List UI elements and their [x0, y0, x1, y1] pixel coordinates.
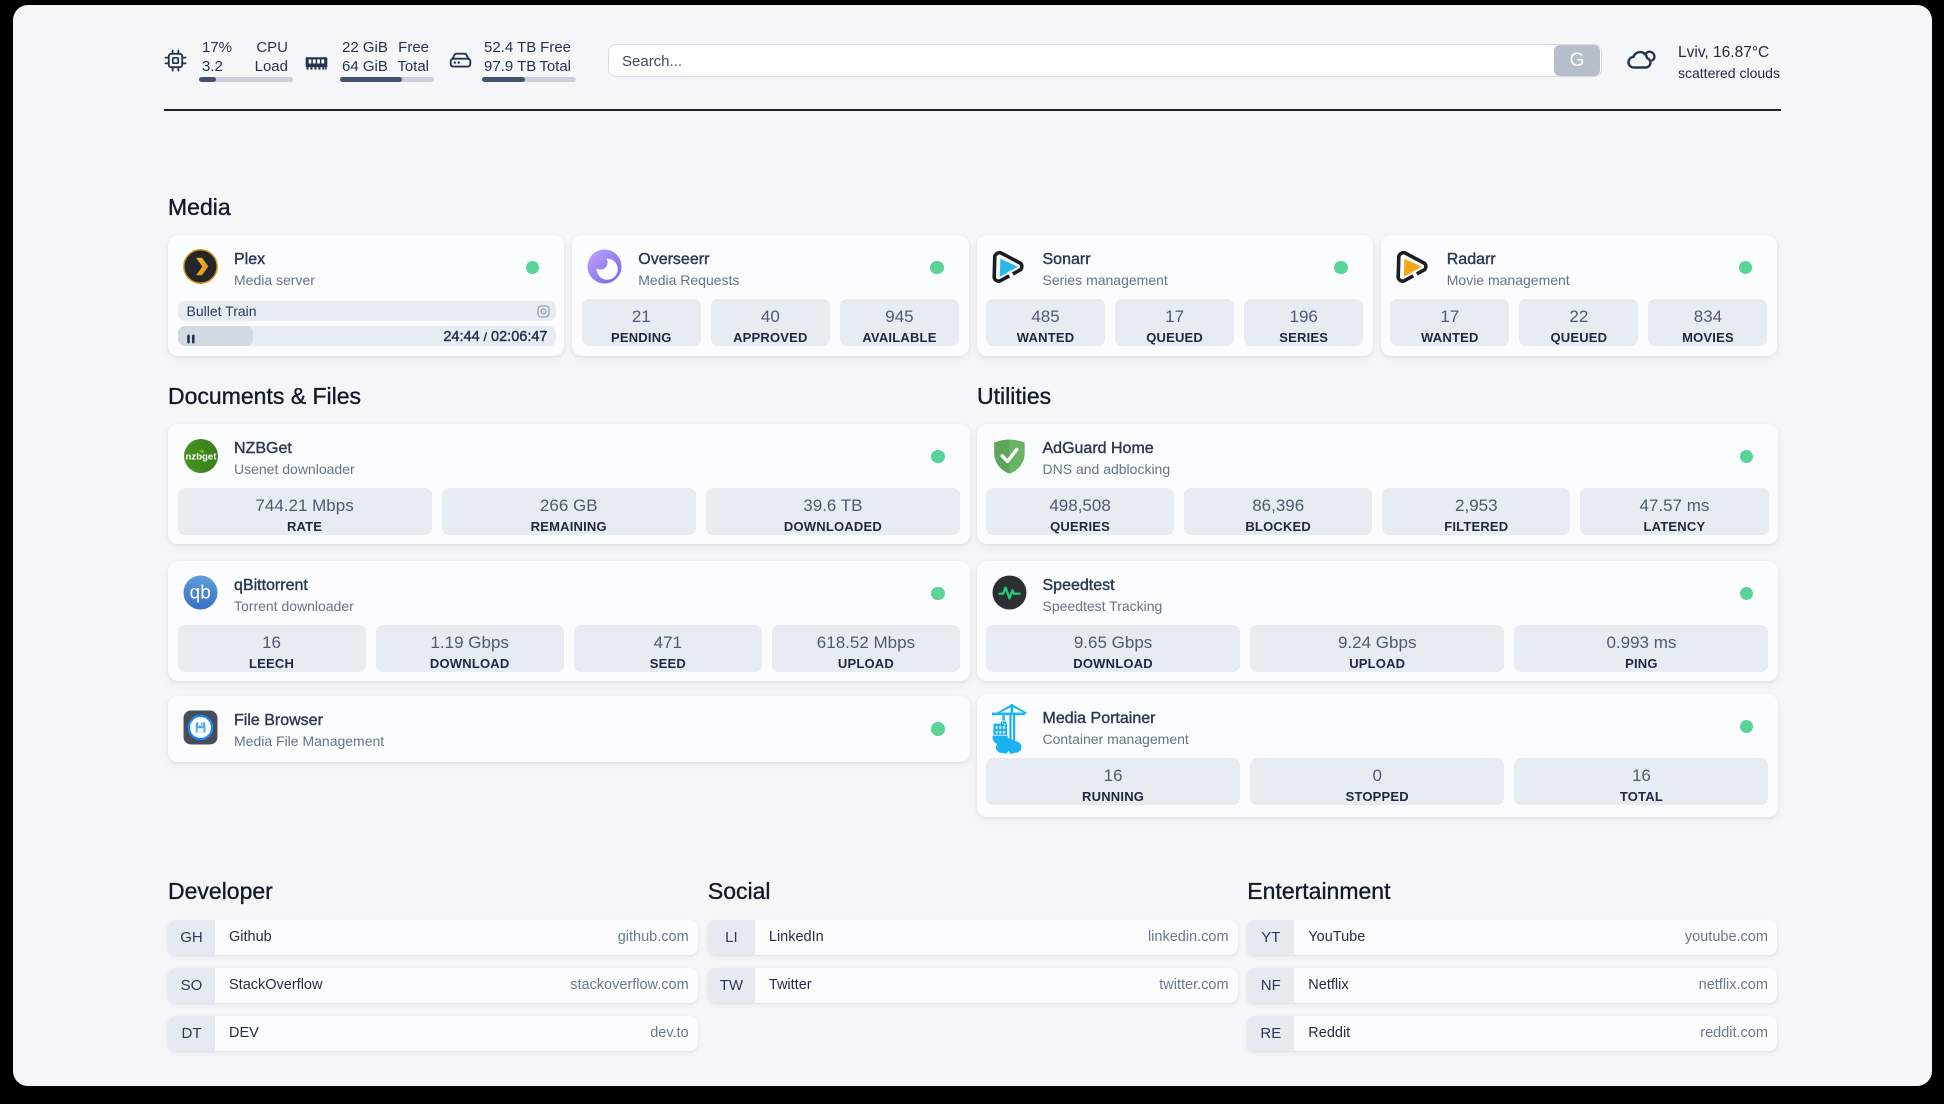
svg-text:qb: qb — [190, 583, 211, 604]
svg-text:nzbget: nzbget — [186, 451, 218, 462]
